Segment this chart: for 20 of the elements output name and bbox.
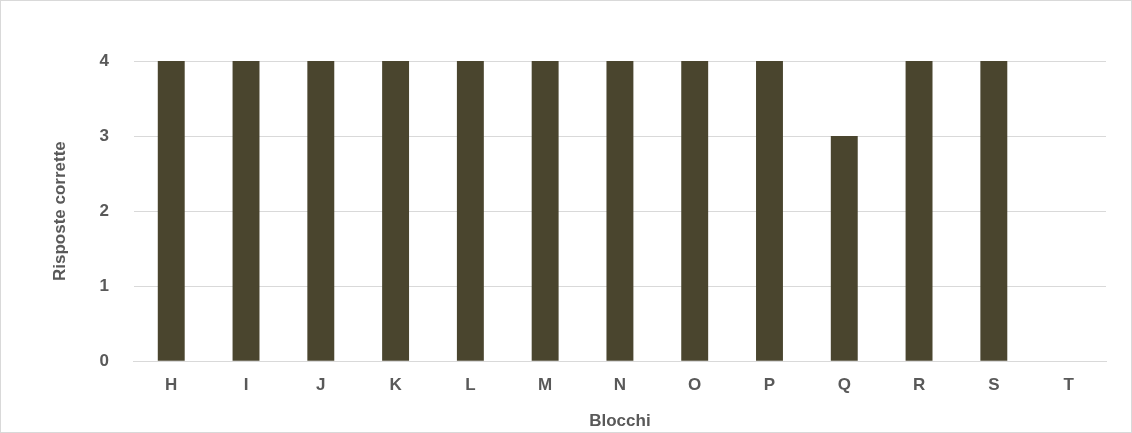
x-axis-title: Blocchi xyxy=(589,411,651,431)
y-tick-label: 2 xyxy=(99,200,109,220)
y-axis-title: Risposte corrette xyxy=(49,141,69,282)
x-tick-label: S xyxy=(988,375,1000,395)
x-tick-label: H xyxy=(165,375,178,395)
x-tick-label: L xyxy=(465,375,476,395)
x-tick-label: P xyxy=(763,375,776,395)
x-tick-label: O xyxy=(688,375,702,395)
x-tick-label: K xyxy=(389,375,403,395)
x-tick-label: J xyxy=(316,375,326,395)
y-tick-label: 1 xyxy=(99,275,109,295)
x-tick-label: Q xyxy=(837,375,851,395)
x-tick-label: M xyxy=(538,375,553,395)
x-tick-label: I xyxy=(243,375,249,395)
x-tick-label: N xyxy=(613,375,627,395)
y-tick-label: 3 xyxy=(99,125,109,145)
x-tick-label: R xyxy=(912,375,926,395)
x-tick-label: T xyxy=(1063,375,1075,395)
y-tick-label: 4 xyxy=(99,50,110,70)
y-tick-label: 0 xyxy=(99,350,109,370)
